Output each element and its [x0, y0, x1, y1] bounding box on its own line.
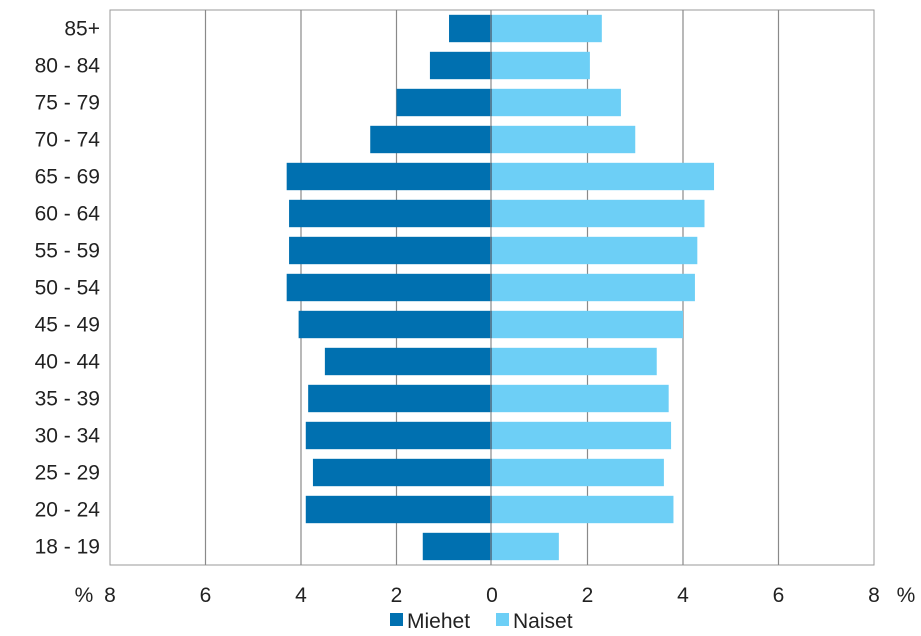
category-label: 20 - 24: [35, 499, 101, 522]
category-label: 75 - 79: [35, 92, 100, 115]
category-label: 80 - 84: [35, 55, 101, 78]
category-label: 35 - 39: [35, 388, 100, 411]
bar-naiset-10: [492, 384, 669, 413]
bar-naiset-7: [492, 273, 695, 302]
x-tick-label: 6: [200, 584, 212, 607]
x-tick-label: 2: [391, 584, 403, 607]
category-label: 85+: [64, 18, 100, 41]
bar-miehet-0: [449, 14, 492, 43]
bar-miehet-6: [289, 236, 492, 265]
bar-miehet-9: [324, 347, 492, 376]
bar-naiset-12: [492, 458, 664, 487]
bar-naiset-3: [492, 125, 636, 154]
bar-miehet-12: [312, 458, 492, 487]
legend-swatch-miehet: [390, 613, 403, 626]
bar-naiset-14: [492, 532, 559, 561]
bar-naiset-0: [492, 14, 602, 43]
bar-naiset-6: [492, 236, 698, 265]
bar-miehet-8: [298, 310, 492, 339]
bar-miehet-1: [429, 51, 492, 80]
bar-naiset-2: [492, 88, 621, 117]
category-label: 70 - 74: [35, 129, 101, 152]
bar-miehet-2: [396, 88, 492, 117]
bar-naiset-8: [492, 310, 683, 339]
category-label: 65 - 69: [35, 166, 100, 189]
x-tick-labels: 8 6 4 2 0 2 4 6 8: [104, 584, 880, 607]
category-label: 45 - 49: [35, 314, 100, 337]
bar-miehet-3: [370, 125, 492, 154]
legend-label-miehet: Miehet: [407, 610, 470, 633]
x-unit-left: %: [75, 584, 94, 607]
category-label: 55 - 59: [35, 240, 100, 263]
bars: [286, 14, 715, 561]
bar-miehet-10: [308, 384, 492, 413]
legend-label-naiset: Naiset: [513, 610, 573, 633]
category-label: 50 - 54: [35, 277, 101, 300]
bar-naiset-5: [492, 199, 705, 228]
x-tick-label: 6: [773, 584, 785, 607]
legend: Miehet Naiset: [390, 610, 573, 633]
bar-miehet-7: [286, 273, 492, 302]
x-unit-right: %: [897, 584, 916, 607]
bar-miehet-13: [305, 495, 492, 524]
bar-miehet-14: [422, 532, 492, 561]
legend-swatch-naiset: [496, 613, 509, 626]
x-tick-label: 8: [868, 584, 880, 607]
bar-naiset-1: [492, 51, 590, 80]
bar-naiset-13: [492, 495, 674, 524]
bar-miehet-11: [305, 421, 492, 450]
category-label: 18 - 19: [35, 536, 100, 559]
x-tick-label: 0: [486, 584, 498, 607]
bar-miehet-4: [286, 162, 492, 191]
bar-miehet-5: [289, 199, 492, 228]
category-label: 60 - 64: [35, 203, 101, 226]
x-tick-label: 4: [295, 584, 307, 607]
x-tick-label: 8: [104, 584, 116, 607]
category-label: 25 - 29: [35, 462, 100, 485]
bar-naiset-11: [492, 421, 672, 450]
bar-naiset-4: [492, 162, 715, 191]
category-labels: 85+ 80 - 84 75 - 79 70 - 74 65 - 69 60 - 64 55…: [35, 18, 101, 559]
x-tick-label: 2: [582, 584, 594, 607]
category-label: 30 - 34: [35, 425, 101, 448]
category-label: 40 - 44: [35, 351, 101, 374]
bar-naiset-9: [492, 347, 657, 376]
x-tick-label: 4: [677, 584, 689, 607]
